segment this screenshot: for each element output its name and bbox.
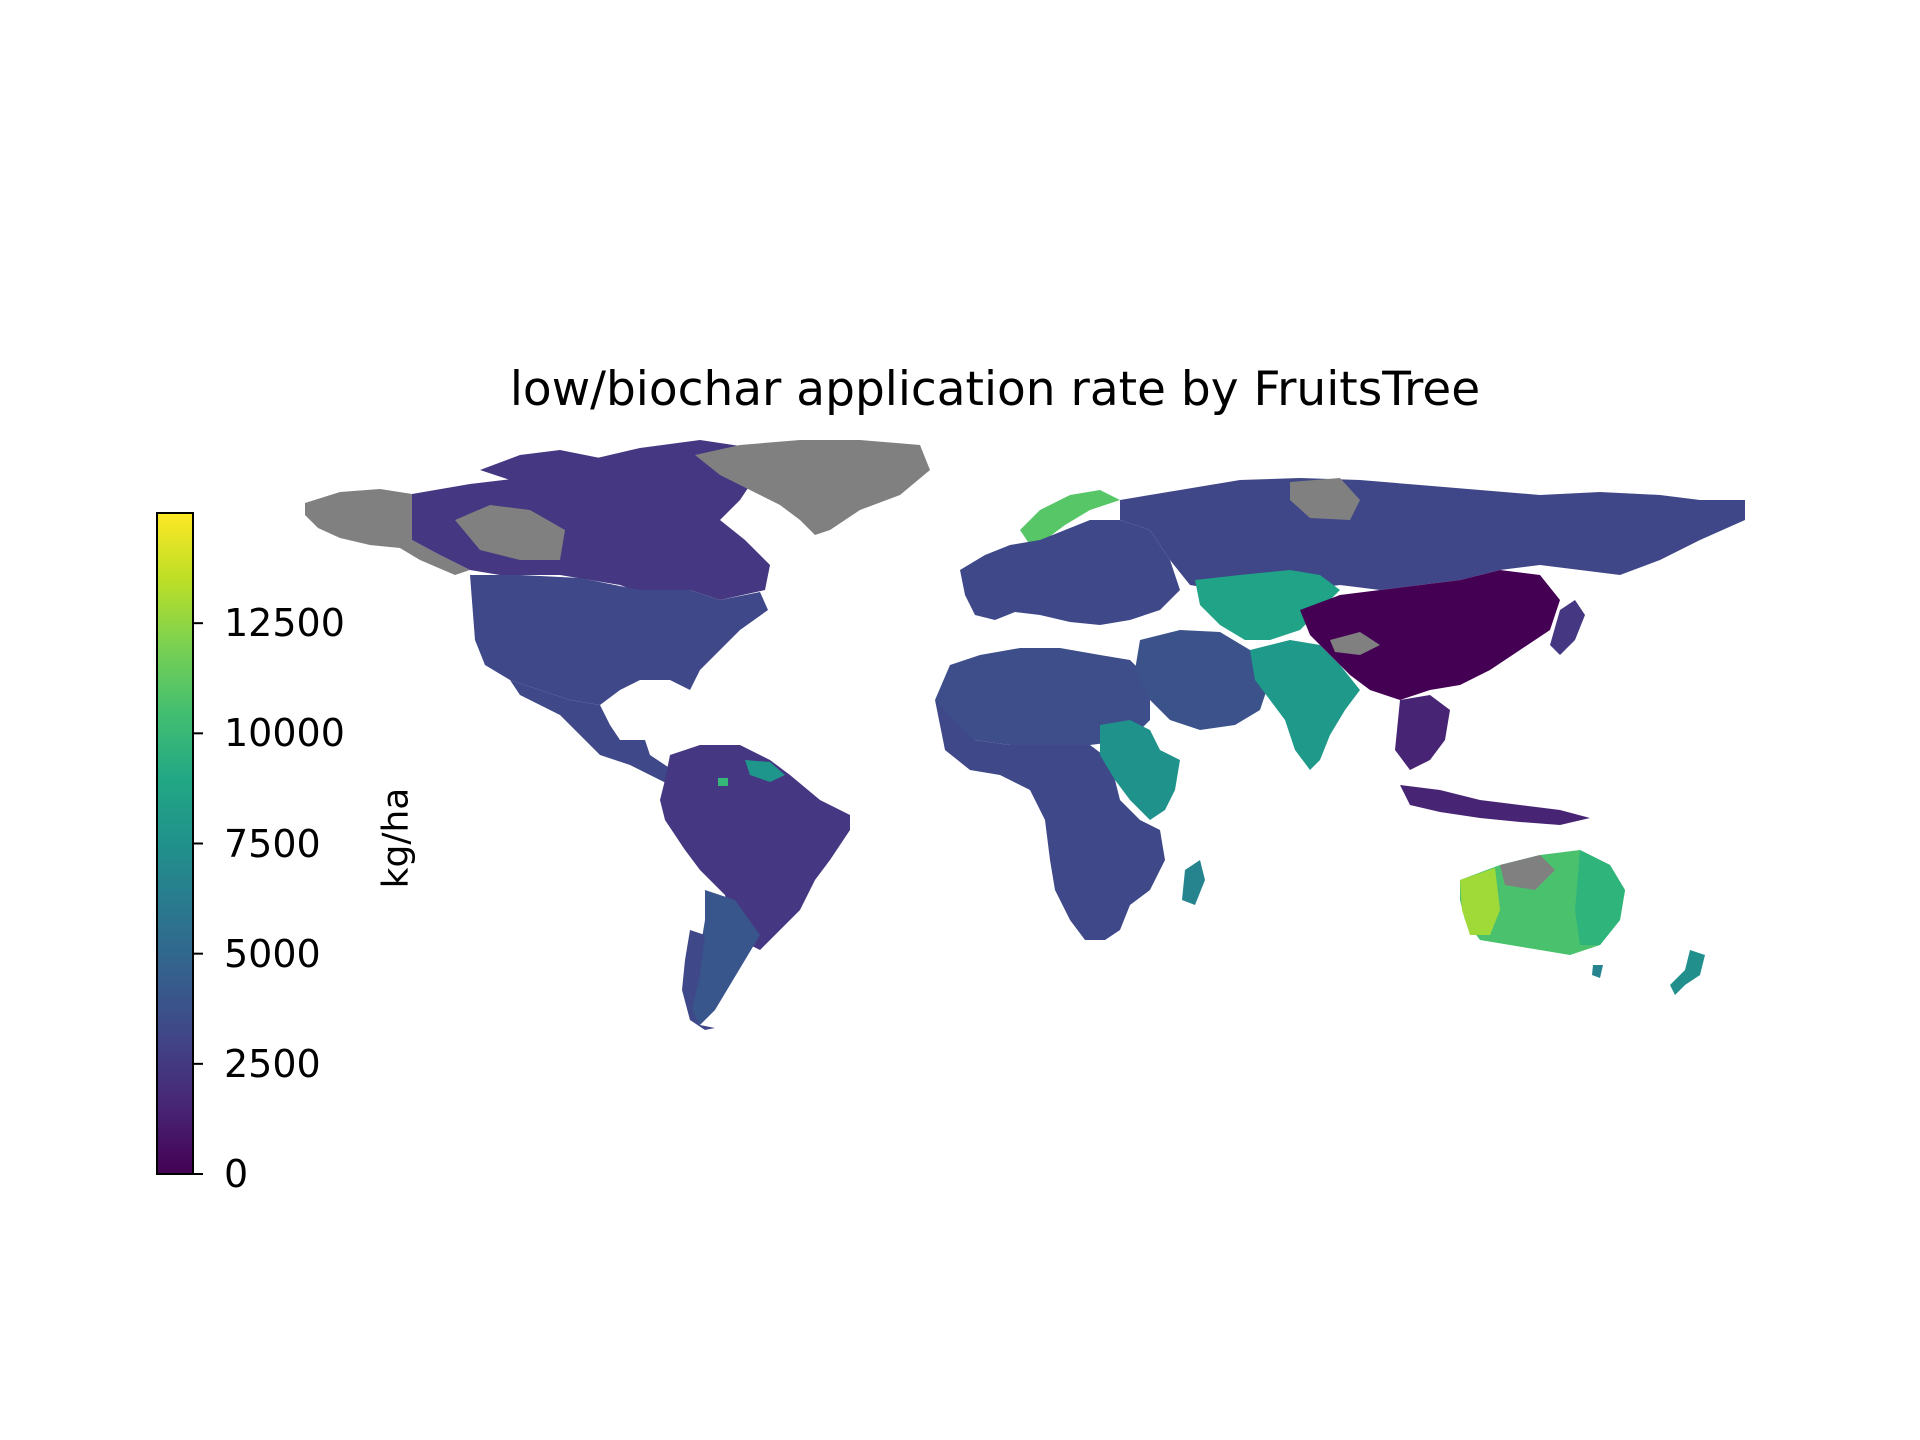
world-map <box>305 440 1745 1030</box>
region-scandinavia <box>1020 490 1120 545</box>
colorbar-tick-label: 10000 <box>224 711 345 756</box>
region-mexico <box>510 680 700 795</box>
region-east-africa <box>1100 720 1180 820</box>
region-russia <box>1120 478 1745 595</box>
region-central-asia <box>1195 570 1340 640</box>
colorbar-tick-label: 5000 <box>224 931 321 976</box>
region-australia-west <box>1460 868 1500 935</box>
region-new-zealand <box>1670 950 1705 995</box>
colorbar-tick-label: 0 <box>224 1152 249 1196</box>
region-argentina <box>690 890 760 1025</box>
colorbar-tick-label: 2500 <box>224 1041 321 1086</box>
region-venezuela-coast <box>745 760 785 782</box>
region-colombia-patch <box>718 778 728 786</box>
region-canada-nodata <box>455 505 565 560</box>
colorbar-label: kg/ha <box>375 787 417 889</box>
colorbar <box>156 512 203 1175</box>
region-canada-islands <box>480 450 620 480</box>
chart-title: low/biochar application rate by FruitsTr… <box>509 362 1481 417</box>
region-north-africa <box>935 648 1150 745</box>
region-southeast-asia <box>1395 695 1450 770</box>
colorbar-ticks <box>193 622 203 1175</box>
region-siberia-nodata <box>1290 478 1360 520</box>
region-greenland <box>695 440 930 535</box>
colorbar-tick-label: 7500 <box>224 821 321 866</box>
region-australia-nodata <box>1500 855 1555 890</box>
colorbar-tick-label: 12500 <box>224 601 345 646</box>
region-chile-south <box>682 930 715 1030</box>
region-europe <box>960 520 1180 625</box>
region-australia-east <box>1575 850 1625 945</box>
region-india <box>1250 640 1360 770</box>
region-tasmania <box>1592 965 1603 978</box>
region-tibet-nodata <box>1330 632 1380 655</box>
region-indonesia <box>1400 785 1590 825</box>
region-china <box>1300 570 1560 700</box>
region-usa <box>470 575 768 705</box>
region-japan <box>1550 600 1585 655</box>
region-middle-east <box>1135 630 1270 730</box>
region-south-america <box>660 745 850 950</box>
region-canada <box>412 440 770 600</box>
region-alaska <box>305 489 470 575</box>
colorbar-gradient <box>156 512 194 1175</box>
region-madagascar <box>1182 860 1205 905</box>
